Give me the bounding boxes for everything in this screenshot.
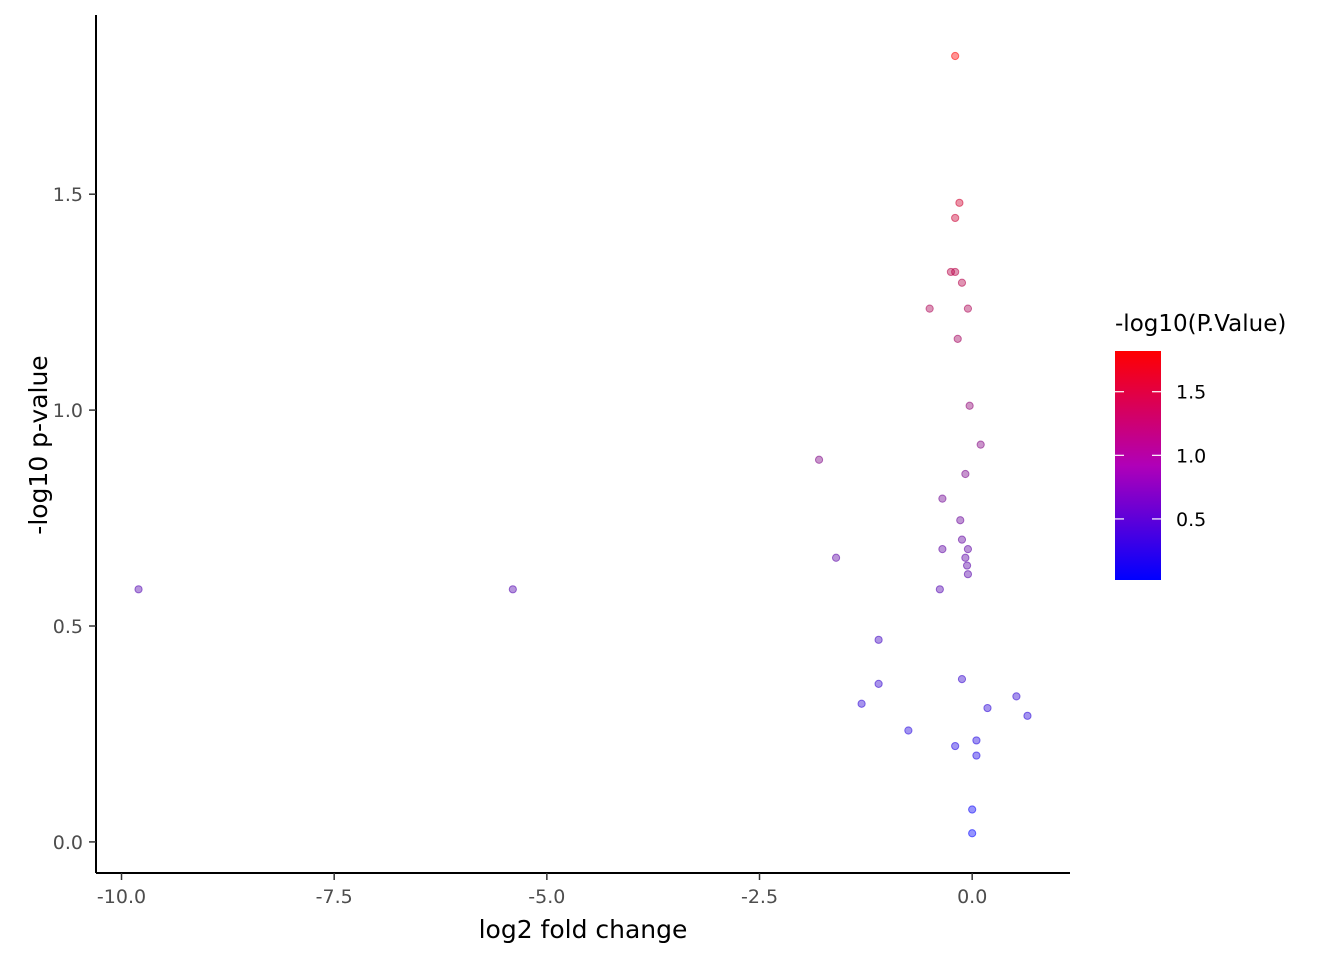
data-point (1023, 711, 1032, 720)
x-tick-label: -7.5 (316, 886, 353, 908)
data-point (957, 675, 967, 684)
colorbar-tick-label: 1.5 (1176, 382, 1206, 404)
y-axis-ticks: 0.0 0.5 1.0 1.5 (53, 184, 96, 854)
data-point (961, 553, 970, 562)
data-point (508, 585, 517, 594)
data-point (134, 585, 143, 594)
colorbar-tick-label: 0.5 (1176, 509, 1206, 531)
data-point (965, 401, 974, 410)
data-point (957, 535, 967, 544)
data-point (904, 726, 913, 735)
data-point (951, 741, 960, 751)
data-point (951, 213, 960, 223)
data-point (961, 469, 970, 479)
data-point (857, 699, 866, 708)
x-tick-label: -5.0 (528, 886, 565, 908)
data-point (962, 561, 972, 570)
x-tick-label: 0.0 (957, 886, 987, 908)
data-point (1012, 692, 1021, 701)
data-point (951, 51, 960, 61)
points-layer (134, 51, 1032, 838)
data-point (963, 545, 973, 554)
y-tick-label: 1.5 (53, 184, 83, 206)
data-point (956, 516, 965, 525)
colorbar-tick-label: 1.0 (1176, 445, 1206, 467)
colorbar (1115, 351, 1161, 580)
data-point (968, 805, 977, 814)
data-point (946, 267, 956, 277)
data-point (963, 570, 973, 579)
data-point (983, 703, 992, 713)
x-axis-ticks: -10.0 -7.5 -5.0 -2.5 0.0 (97, 873, 987, 908)
data-point (925, 304, 934, 313)
data-point (831, 553, 841, 562)
x-tick-label: -10.0 (97, 886, 146, 908)
y-tick-label: 1.0 (53, 400, 83, 422)
data-point (874, 679, 883, 688)
x-axis-title: log2 fold change (479, 915, 688, 944)
data-point (951, 267, 960, 277)
data-point (938, 545, 947, 554)
data-point (953, 334, 962, 343)
data-point (968, 829, 977, 838)
y-tick-label: 0.0 (53, 832, 83, 854)
data-point (976, 440, 985, 449)
data-point (972, 736, 981, 745)
data-point (814, 455, 824, 464)
data-point (957, 278, 967, 287)
data-point (935, 585, 944, 594)
data-point (963, 304, 973, 313)
colorbar-ticks: 0.5 1.0 1.5 (1115, 382, 1206, 531)
data-point (874, 635, 883, 644)
legend-title: -log10(P.Value) (1115, 311, 1286, 337)
data-point (972, 751, 981, 760)
data-point (955, 198, 964, 207)
y-axis-title: -log10 p-value (24, 355, 53, 534)
color-legend: -log10(P.Value) 0.5 1.0 1.5 (1115, 311, 1286, 580)
data-point (938, 494, 947, 503)
y-tick-label: 0.5 (53, 616, 83, 638)
x-tick-label: -2.5 (741, 886, 778, 908)
